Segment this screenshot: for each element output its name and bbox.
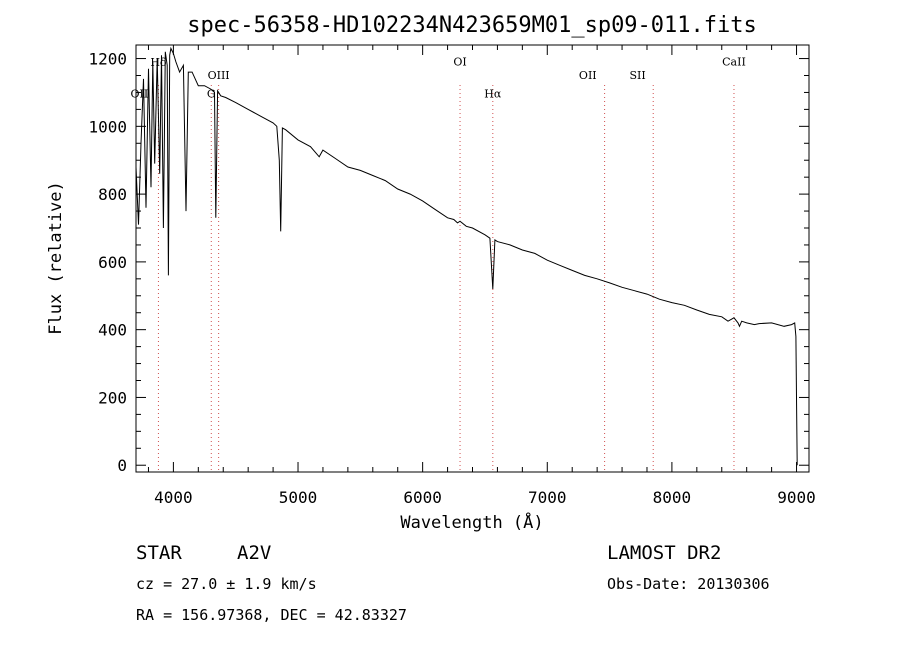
spectral-line-label: OIII <box>208 69 230 82</box>
spectral-class: A2V <box>237 542 271 564</box>
spectral-line-label: Hα <box>484 88 502 101</box>
spectral-line-label: Hδ <box>150 56 167 69</box>
spectral-line-labels: OII Hδ G OIII OI Hα OII SII CaII <box>131 55 746 100</box>
y-axis-label: Flux (relative) <box>46 181 66 335</box>
x-tick-label: 7000 <box>528 488 567 507</box>
y-tick-label: 1200 <box>88 50 127 69</box>
x-axis: 4000 5000 6000 7000 8000 9000 <box>147 45 816 507</box>
object-type: STAR <box>136 542 182 564</box>
spectral-line-label: CaII <box>722 55 746 68</box>
spectral-line-label: OII <box>579 69 597 82</box>
spectrum-line <box>135 46 798 466</box>
spectral-line-label: G <box>207 88 216 101</box>
obs-date: Obs-Date: 20130306 <box>607 575 770 593</box>
spectral-line-label: SII <box>630 69 646 82</box>
y-tick-label: 200 <box>98 388 127 407</box>
x-tick-label: 6000 <box>403 488 442 507</box>
y-tick-label: 400 <box>98 321 127 340</box>
y-tick-label: 800 <box>98 185 127 204</box>
y-axis: 0 200 400 600 800 1000 1200 <box>88 50 809 475</box>
ra-dec-coords: RA = 156.97368, DEC = 42.83327 <box>136 606 407 624</box>
survey-name: LAMOST DR2 <box>607 542 721 564</box>
y-tick-label: 600 <box>98 253 127 272</box>
spectral-line-label: OII <box>131 88 149 101</box>
x-tick-label: 4000 <box>154 488 193 507</box>
plot-frame <box>135 44 810 473</box>
y-tick-label: 1000 <box>88 117 127 136</box>
x-tick-label: 8000 <box>653 488 692 507</box>
x-tick-label: 9000 <box>777 488 816 507</box>
spectral-line-label: OI <box>453 55 466 68</box>
y-tick-label: 0 <box>117 456 127 475</box>
x-axis-label: Wavelength (Å) <box>400 511 543 533</box>
x-tick-label: 5000 <box>279 488 318 507</box>
spectral-marker-lines <box>157 85 735 472</box>
chart-title: spec-56358-HD102234N423659M01_sp09-011.f… <box>187 13 757 38</box>
redshift-cz: cz = 27.0 ± 1.9 km/s <box>136 575 317 593</box>
